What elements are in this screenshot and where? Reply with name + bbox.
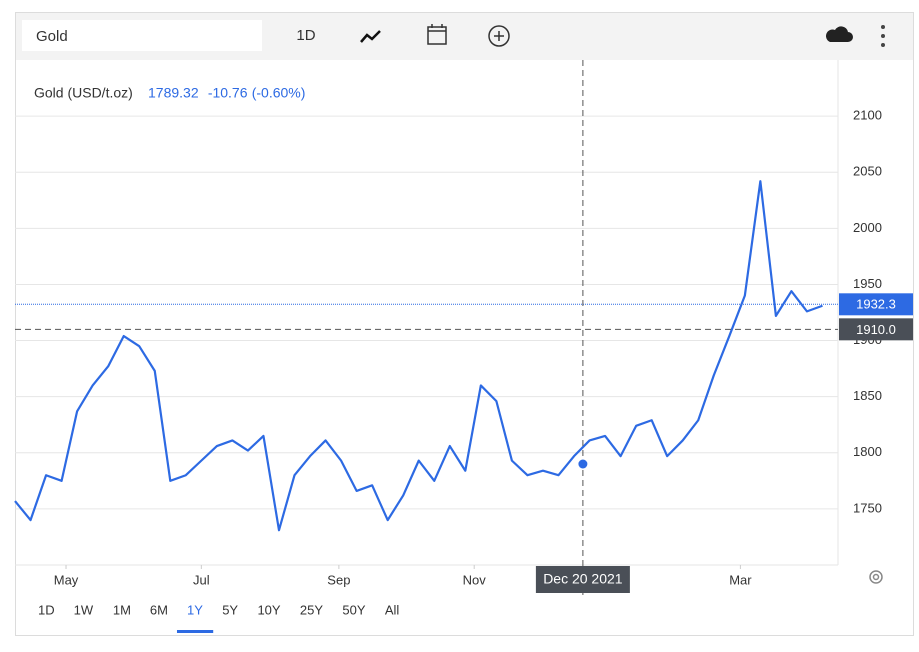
y-tick-label: 1850 (853, 388, 882, 403)
plot (14, 115, 838, 569)
x-tick-label: Mar (729, 572, 752, 587)
change-percent: (-0.60%) (252, 85, 306, 101)
crosshair-x-box (535, 566, 630, 593)
y-tick-label: 2100 (853, 108, 882, 123)
y-tick-label: 2000 (853, 220, 882, 235)
range-button[interactable]: 10Y (257, 602, 280, 617)
range-button[interactable]: 5Y (222, 602, 238, 617)
interval[interactable]: 1D (296, 27, 315, 44)
symbol[interactable]: Gold (36, 28, 68, 45)
x-tick-label: Nov (463, 572, 487, 587)
x-tick-label: Sep (327, 572, 350, 587)
symbol-input[interactable] (22, 20, 262, 51)
y-tick-label: 1950 (853, 276, 882, 291)
crosshair-y-label: 1910.0 (856, 322, 896, 337)
crosshair-x-label: Dec 20 2021 (543, 571, 623, 587)
range-button[interactable]: 1Y (187, 602, 203, 617)
range-button[interactable]: 1M (113, 602, 131, 617)
last-value-box (839, 293, 913, 316)
price-line (14, 180, 823, 532)
calendar-icon[interactable] (427, 24, 447, 45)
x-tick-label: Jul (193, 572, 210, 587)
y-tick-label: 1800 (853, 444, 882, 459)
last-value-label: 1932.3 (856, 297, 896, 312)
x-tick-label: May (54, 572, 79, 587)
download-icon[interactable] (826, 26, 853, 42)
range-button[interactable]: 1W (74, 602, 94, 617)
frame (15, 12, 914, 636)
range-button[interactable]: All (385, 602, 400, 617)
chart-type-icon[interactable] (360, 30, 381, 43)
menu-icon[interactable] (881, 25, 885, 47)
y-tick-label: 1750 (853, 500, 882, 515)
range-button[interactable]: 25Y (300, 602, 323, 617)
y-tick-label: 2050 (853, 164, 882, 179)
add-icon[interactable] (488, 25, 510, 47)
range-button[interactable]: 50Y (342, 602, 365, 617)
range-button[interactable]: 1D (38, 602, 55, 617)
settings-icon[interactable] (869, 570, 883, 584)
range-button[interactable]: 6M (150, 602, 168, 617)
crosshair-y-box (839, 318, 913, 341)
change: -10.76 (208, 85, 248, 101)
last-price: 1789.32 (148, 85, 199, 101)
series-name: Gold (USD/t.oz) (34, 85, 133, 101)
crosshair-point (578, 459, 588, 469)
active-range-underline (176, 630, 214, 633)
